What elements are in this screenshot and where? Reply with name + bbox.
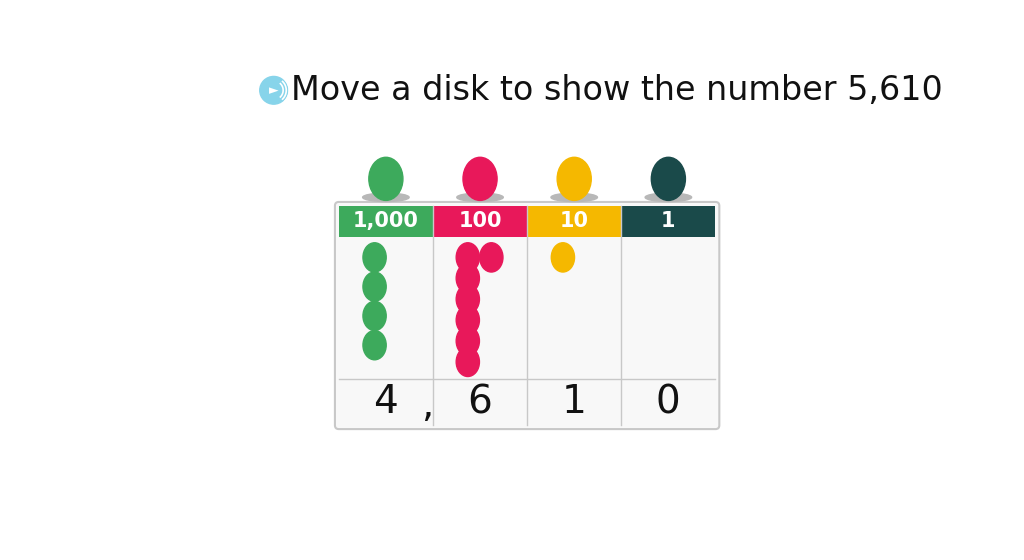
- Ellipse shape: [479, 243, 503, 272]
- Ellipse shape: [362, 330, 386, 360]
- Text: 6: 6: [468, 383, 493, 421]
- Text: 1,000: 1,000: [353, 211, 419, 231]
- Ellipse shape: [456, 347, 479, 376]
- Ellipse shape: [651, 157, 685, 200]
- Ellipse shape: [645, 193, 691, 202]
- FancyBboxPatch shape: [339, 206, 433, 237]
- Ellipse shape: [557, 157, 591, 200]
- Ellipse shape: [463, 157, 497, 200]
- Text: 0: 0: [656, 383, 681, 421]
- Text: 4: 4: [374, 383, 398, 421]
- Text: 10: 10: [560, 211, 589, 231]
- Ellipse shape: [456, 264, 479, 293]
- Text: Move a disk to show the number 5,610: Move a disk to show the number 5,610: [291, 74, 942, 107]
- FancyBboxPatch shape: [335, 202, 719, 429]
- Text: ,: ,: [421, 386, 433, 424]
- Ellipse shape: [457, 193, 503, 202]
- Ellipse shape: [551, 243, 574, 272]
- FancyBboxPatch shape: [622, 206, 716, 237]
- Ellipse shape: [362, 272, 386, 301]
- FancyBboxPatch shape: [433, 206, 527, 237]
- Text: 1: 1: [662, 211, 676, 231]
- Ellipse shape: [551, 193, 597, 202]
- Ellipse shape: [369, 157, 402, 200]
- Circle shape: [260, 76, 288, 104]
- Ellipse shape: [456, 284, 479, 314]
- Text: ►: ►: [269, 84, 279, 97]
- Ellipse shape: [362, 243, 386, 272]
- Ellipse shape: [456, 243, 479, 272]
- Ellipse shape: [456, 326, 479, 356]
- Ellipse shape: [362, 193, 410, 202]
- FancyBboxPatch shape: [527, 206, 622, 237]
- Text: 1: 1: [562, 383, 587, 421]
- Ellipse shape: [456, 305, 479, 335]
- Text: 100: 100: [459, 211, 502, 231]
- Ellipse shape: [362, 301, 386, 330]
